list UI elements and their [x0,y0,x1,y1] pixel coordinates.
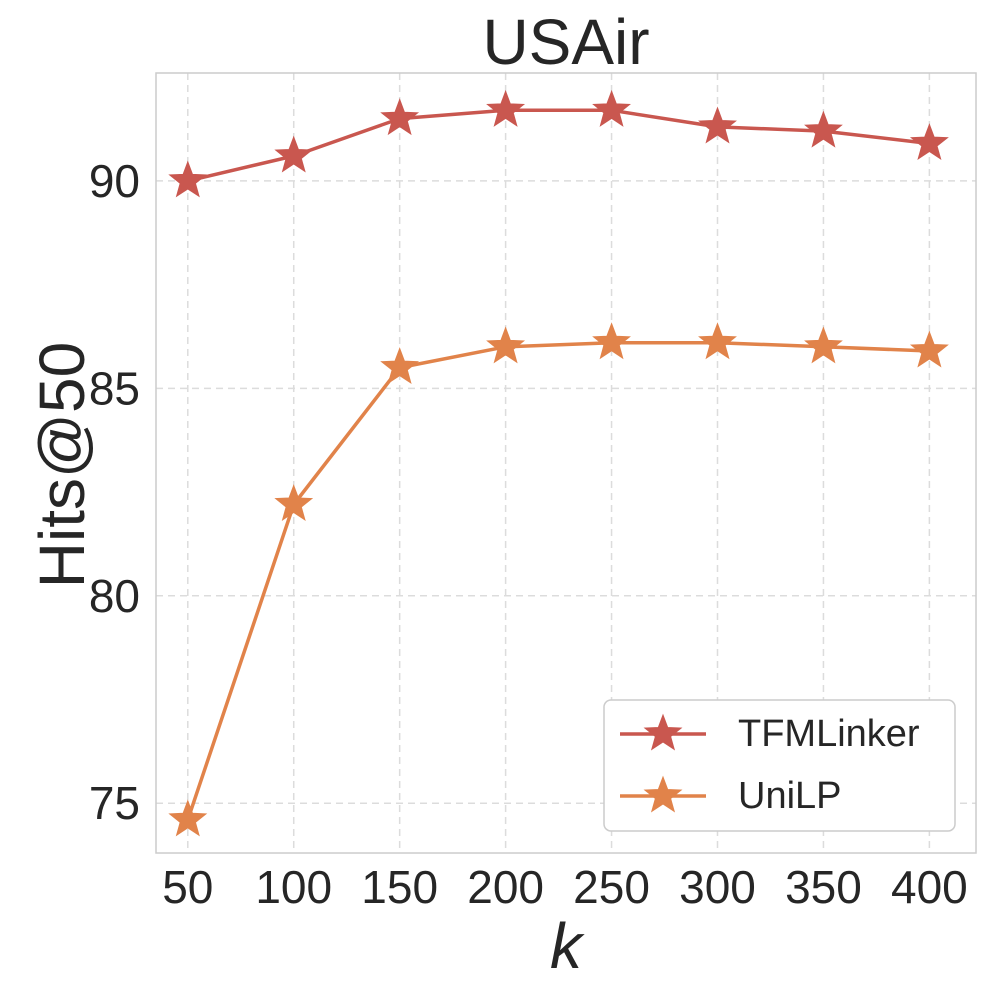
x-axis-label: k [550,910,585,982]
data-point-star [909,330,949,368]
data-point-star [592,322,631,360]
data-point-star [380,347,420,385]
grid [156,73,976,853]
x-tick-label: 100 [255,861,332,913]
data-point-star [486,326,526,364]
data-point-star [168,160,208,198]
data-point-star [168,799,208,837]
data-point-star [698,106,737,144]
y-tick-label: 80 [89,570,140,622]
x-tick-label: 200 [467,861,544,913]
series-line [187,108,930,183]
data-point-star [380,98,420,136]
y-axis-label: Hits@50 [26,342,98,588]
y-axis-ticks: 75 80 85 90 [89,155,140,829]
x-tick-label: 50 [162,861,213,913]
plot-frame [155,72,977,854]
y-tick-label: 90 [89,155,140,207]
x-tick-label: 350 [785,861,862,913]
data-point-star [698,322,737,360]
legend-label: TFMLinker [738,713,920,755]
legend-star-marker [643,775,683,813]
series-unilp [168,322,949,837]
x-tick-label: 400 [891,861,968,913]
legend: TFMLinker UniLP [603,699,956,832]
data-point-star [592,89,631,127]
y-tick-label: 85 [89,362,140,414]
y-tick-label: 75 [89,777,140,829]
series-layer [168,89,949,837]
x-axis-ticks: 50 100 150 200 250 300 350 400 [162,861,968,913]
data-point-star [274,135,314,173]
x-tick-label: 250 [573,861,650,913]
x-tick-label: 300 [679,861,756,913]
x-tick-label: 150 [361,861,438,913]
data-point-star [274,484,314,522]
data-point-star [804,110,843,148]
data-point-star [486,89,526,127]
legend-label: UniLP [738,775,842,817]
data-point-star [909,123,949,161]
data-point-star [804,326,843,364]
series-tfmlinker [168,89,949,198]
legend-star-marker [643,713,683,751]
series-line [186,340,930,821]
chart-title: USAir [482,6,649,78]
